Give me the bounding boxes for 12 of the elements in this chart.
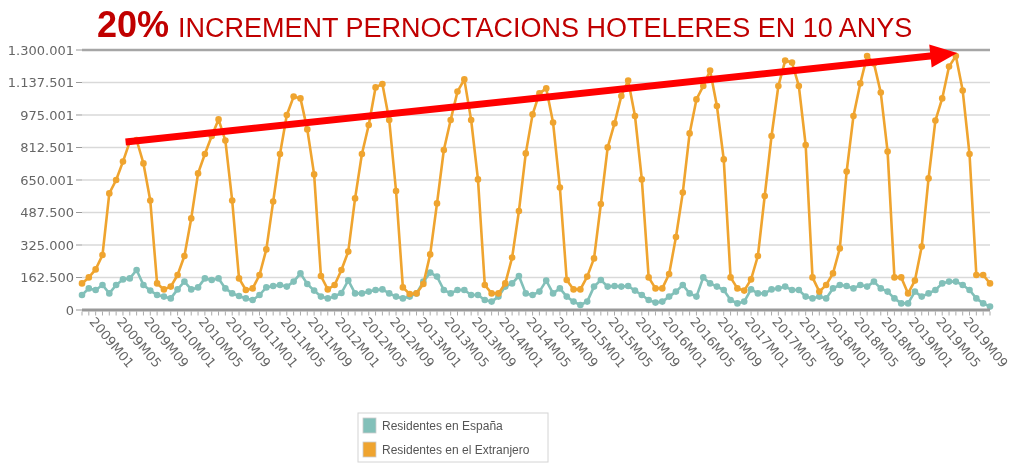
y-tick-label: 1.300.001 [7, 42, 74, 58]
legend-label: Residentes en el Extranjero [382, 443, 530, 457]
y-tick-label: 812.501 [20, 140, 74, 156]
y-tick-label: 487.500 [20, 205, 74, 221]
y-tick-label: 0 [65, 302, 74, 318]
y-tick-label: 325.000 [20, 237, 74, 253]
y-tick-label: 975.001 [20, 107, 74, 123]
y-tick-label: 650.001 [20, 172, 74, 188]
y-tick-label: 1.137.501 [7, 75, 74, 91]
chart-title: 20% INCREMENT PERNOCTACIONS HOTELERES EN 10 ANYS [97, 4, 913, 45]
y-tick-label: 162.500 [20, 270, 74, 286]
legend-label: Residentes en España [382, 419, 504, 433]
